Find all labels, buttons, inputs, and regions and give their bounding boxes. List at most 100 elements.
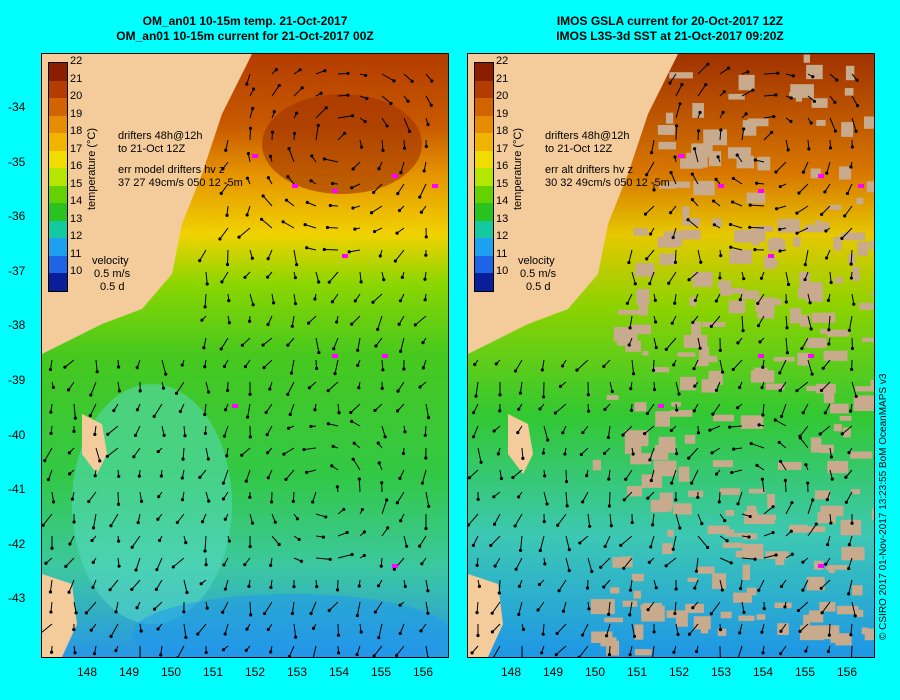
current-vector-head bbox=[67, 590, 71, 594]
current-vector bbox=[315, 557, 331, 560]
current-vector-head bbox=[269, 563, 273, 567]
current-vector-head bbox=[830, 477, 834, 481]
current-vector bbox=[851, 601, 856, 616]
cloud-mask-patch bbox=[797, 352, 810, 366]
cloud-mask-patch bbox=[822, 222, 830, 231]
current-vector-head bbox=[714, 177, 718, 181]
current-vector bbox=[288, 148, 295, 163]
current-vector bbox=[542, 623, 545, 635]
current-vector bbox=[647, 403, 655, 414]
cloud-mask-patch bbox=[680, 376, 697, 391]
current-vector-head bbox=[845, 191, 850, 196]
cloud-mask-patch bbox=[871, 508, 874, 520]
current-vector bbox=[337, 532, 348, 537]
current-vector-head bbox=[67, 472, 72, 476]
current-vector-head bbox=[476, 633, 480, 638]
cloud-mask-patch bbox=[700, 626, 709, 634]
current-vector-head bbox=[225, 262, 230, 267]
current-vector bbox=[565, 491, 568, 506]
current-vector bbox=[672, 535, 677, 550]
current-vector-head bbox=[835, 78, 839, 82]
current-vector-head bbox=[753, 248, 757, 252]
current-vector bbox=[841, 227, 853, 239]
right-map-panel[interactable] bbox=[467, 53, 875, 658]
cloud-mask-patch bbox=[613, 327, 638, 342]
current-vector-head bbox=[133, 433, 138, 437]
cloud-mask-patch bbox=[853, 395, 874, 411]
current-vector bbox=[582, 491, 589, 503]
colorbar-tick: 20 bbox=[70, 90, 83, 102]
current-vector-head bbox=[756, 301, 760, 305]
current-vector bbox=[609, 381, 613, 392]
current-vector-head bbox=[327, 280, 331, 284]
current-vector-head bbox=[277, 83, 281, 88]
current-vector bbox=[86, 601, 97, 614]
current-vector-head bbox=[675, 408, 679, 412]
current-vector-head bbox=[849, 276, 853, 280]
cloud-mask-patch bbox=[606, 395, 619, 400]
cloud-mask-patch bbox=[767, 493, 775, 509]
current-vector bbox=[604, 535, 611, 547]
current-vector-head bbox=[88, 413, 92, 418]
cloud-mask-patch bbox=[708, 151, 722, 167]
current-vector-head bbox=[184, 540, 188, 545]
current-vector bbox=[807, 359, 813, 375]
current-vector-head bbox=[408, 129, 412, 134]
cloud-mask-patch bbox=[635, 263, 655, 277]
current-vector-head bbox=[711, 412, 715, 416]
current-vector-head bbox=[728, 425, 732, 429]
current-vector-head bbox=[222, 563, 226, 567]
current-vector-head bbox=[654, 345, 658, 350]
current-vector bbox=[674, 601, 677, 614]
current-vector bbox=[47, 469, 53, 480]
current-vector-head bbox=[691, 320, 695, 325]
current-vector-head bbox=[561, 609, 566, 613]
current-vector-head bbox=[266, 257, 270, 261]
current-vector-head bbox=[351, 167, 355, 171]
current-vector bbox=[763, 554, 777, 559]
current-vector bbox=[710, 601, 721, 615]
current-vector bbox=[608, 491, 611, 506]
current-vector-head bbox=[736, 502, 740, 506]
current-vector-head bbox=[91, 560, 95, 564]
lon-label: 149 bbox=[542, 665, 564, 679]
current-vector-head bbox=[690, 172, 694, 176]
current-vector-head bbox=[624, 477, 628, 481]
current-vector-head bbox=[292, 585, 296, 589]
cloud-mask-patch bbox=[789, 524, 808, 533]
current-vector bbox=[333, 337, 339, 349]
current-vector-head bbox=[852, 302, 856, 306]
current-vector-head bbox=[385, 124, 389, 128]
current-vector bbox=[609, 513, 612, 526]
current-vector-head bbox=[538, 407, 542, 411]
current-vector bbox=[798, 183, 809, 194]
current-vector-head bbox=[350, 114, 355, 118]
current-vector-head bbox=[778, 371, 782, 375]
current-vector-head bbox=[248, 545, 252, 549]
current-vector-head bbox=[389, 101, 393, 106]
cloud-mask-patch bbox=[633, 228, 648, 236]
current-vector-head bbox=[748, 514, 752, 519]
cloud-mask-patch bbox=[712, 460, 733, 468]
current-vector-head bbox=[828, 146, 833, 150]
current-vector bbox=[649, 447, 655, 461]
cloud-mask-patch bbox=[856, 197, 864, 205]
cloud-mask-patch bbox=[819, 601, 836, 612]
current-vector-head bbox=[678, 526, 682, 530]
current-vector-head bbox=[603, 544, 607, 549]
current-vector-head bbox=[73, 651, 77, 655]
current-vector bbox=[468, 513, 479, 526]
current-vector-head bbox=[117, 564, 121, 568]
current-vector-head bbox=[181, 457, 185, 461]
colorbar-swatch bbox=[475, 150, 493, 168]
current-vector bbox=[607, 425, 611, 438]
current-vector bbox=[182, 447, 185, 460]
current-vector-head bbox=[587, 607, 591, 611]
left-map-panel[interactable] bbox=[41, 53, 449, 658]
current-vector-head bbox=[824, 256, 829, 260]
current-vector-head bbox=[738, 586, 743, 591]
cloud-mask-patch bbox=[612, 557, 628, 568]
cloud-mask-patch bbox=[808, 610, 824, 623]
current-vector bbox=[741, 315, 744, 331]
current-vector-head bbox=[719, 253, 723, 258]
